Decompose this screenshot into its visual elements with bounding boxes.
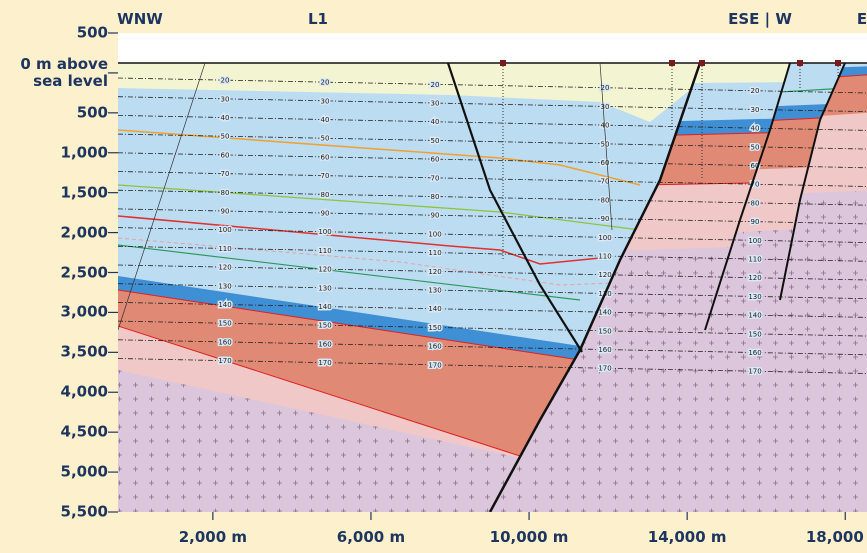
isotherm-label: 120 — [218, 264, 231, 272]
x-tick-label: 14,000 m — [648, 528, 727, 546]
isotherm-label: 170 — [748, 368, 761, 376]
isotherm-label: 80 — [431, 193, 440, 201]
isotherm-label: 80 — [601, 196, 610, 204]
isotherm-label: 30 — [431, 100, 440, 108]
y-tick-label: 500 — [0, 104, 108, 121]
isotherm-label: 150 — [218, 320, 231, 328]
isotherm-label: 110 — [218, 245, 231, 253]
isotherm-label: 130 — [318, 284, 331, 292]
isotherm-label: 100 — [218, 226, 231, 234]
y-tick-label: 1,500 — [0, 184, 108, 201]
y-tick-label: 2,500 — [0, 264, 108, 281]
isotherm-label: 110 — [318, 247, 331, 255]
region-label: ESE | W — [728, 10, 792, 29]
isotherm-label: 20 — [321, 79, 330, 87]
isotherm-label: 20 — [221, 77, 230, 85]
isotherm-label: 150 — [598, 327, 611, 335]
isotherm-label: 140 — [748, 312, 761, 320]
isotherm-label: 60 — [601, 159, 610, 167]
isotherm-label: 90 — [431, 212, 440, 220]
page: 2020202020303030303040404040405050505050… — [0, 0, 867, 553]
region-label: E — [857, 10, 867, 28]
y-tick-label: 4,500 — [0, 424, 108, 441]
isotherm-label: 40 — [751, 125, 760, 133]
isotherm-label: 100 — [748, 237, 761, 245]
x-tick-label: 18,000 m — [806, 528, 867, 546]
isotherm-label: 40 — [321, 116, 330, 124]
y-tick-label: 2,000 — [0, 224, 108, 241]
isotherm-label: 90 — [321, 210, 330, 218]
isotherm-label: 150 — [318, 322, 331, 330]
isotherm-label: 160 — [748, 349, 761, 357]
isotherm-label: 120 — [598, 271, 611, 279]
isotherm-label: 160 — [218, 338, 231, 346]
isotherm-label: 140 — [218, 301, 231, 309]
y-tick-label: 3,500 — [0, 344, 108, 361]
y-tick-label: 500 — [0, 25, 108, 42]
isotherm-label: 70 — [221, 170, 230, 178]
isotherm-label: 100 — [318, 228, 331, 236]
isotherm-label: 90 — [751, 218, 760, 226]
y-tick-label: 1,000 — [0, 144, 108, 161]
isotherm-label: 150 — [428, 324, 441, 332]
region-label: WNW — [117, 10, 163, 28]
isotherm-label: 60 — [221, 151, 230, 159]
x-tick-label: 2,000 m — [179, 528, 247, 546]
isotherm-label: 70 — [321, 172, 330, 180]
isotherm-label: 170 — [318, 359, 331, 367]
isotherm-label: 170 — [218, 357, 231, 365]
isotherm-label: 120 — [748, 274, 761, 282]
isotherm-label: 30 — [321, 97, 330, 105]
isotherm-label: 50 — [321, 135, 330, 143]
isotherm-label: 170 — [598, 365, 611, 373]
isotherm-label: 80 — [751, 199, 760, 207]
isotherm-label: 80 — [221, 189, 230, 197]
isotherm-label: 120 — [318, 266, 331, 274]
isotherm-label: 170 — [428, 361, 441, 369]
isotherm-label: 160 — [428, 343, 441, 351]
y-tick-label: 0 m above sea level — [12, 56, 108, 90]
isotherm-label: 70 — [431, 174, 440, 182]
isotherm-label: 100 — [428, 230, 441, 238]
isotherm-label: 40 — [431, 118, 440, 126]
isotherm-label: 140 — [318, 303, 331, 311]
isotherm-label: 50 — [601, 140, 610, 148]
isotherm-label: 110 — [748, 256, 761, 264]
isotherm-label: 60 — [431, 156, 440, 164]
isotherm-label: 30 — [751, 106, 760, 114]
isotherm-label: 160 — [318, 340, 331, 348]
isotherm-label: 160 — [598, 346, 611, 354]
isotherm-label: 30 — [221, 95, 230, 103]
isotherm-label: 80 — [321, 191, 330, 199]
isotherm-label: 90 — [601, 215, 610, 223]
isotherm-label: 110 — [598, 253, 611, 261]
region-label: L1 — [308, 10, 328, 28]
x-tick-label: 10,000 m — [490, 528, 569, 546]
y-tick-label: 3,000 — [0, 304, 108, 321]
isotherm-label: 50 — [431, 137, 440, 145]
isotherm-label: 150 — [748, 330, 761, 338]
isotherm-label: 50 — [221, 133, 230, 141]
isotherm-label: 90 — [221, 208, 230, 216]
y-tick-label: 5,000 — [0, 464, 108, 481]
isotherm-label: 40 — [221, 114, 230, 122]
y-tick-label: 5,500 — [0, 504, 108, 521]
isotherm-label: 120 — [428, 268, 441, 276]
x-tick-label: 6,000 m — [337, 528, 405, 546]
isotherm-label: 60 — [321, 153, 330, 161]
isotherm-label: 130 — [218, 282, 231, 290]
y-tick-label: 4,000 — [0, 384, 108, 401]
isotherm-label: 110 — [428, 249, 441, 257]
isotherm-label: 140 — [598, 309, 611, 317]
isotherm-label: 20 — [751, 87, 760, 95]
isotherm-label: 130 — [748, 293, 761, 301]
isotherm-label: 20 — [431, 81, 440, 89]
isotherm-label: 140 — [428, 305, 441, 313]
isotherm-label: 130 — [428, 287, 441, 295]
isotherm-label: 100 — [598, 234, 611, 242]
isotherm-label: 50 — [751, 143, 760, 151]
isotherm-label: 30 — [601, 103, 610, 111]
chart: 2020202020303030303040404040405050505050… — [0, 0, 867, 553]
